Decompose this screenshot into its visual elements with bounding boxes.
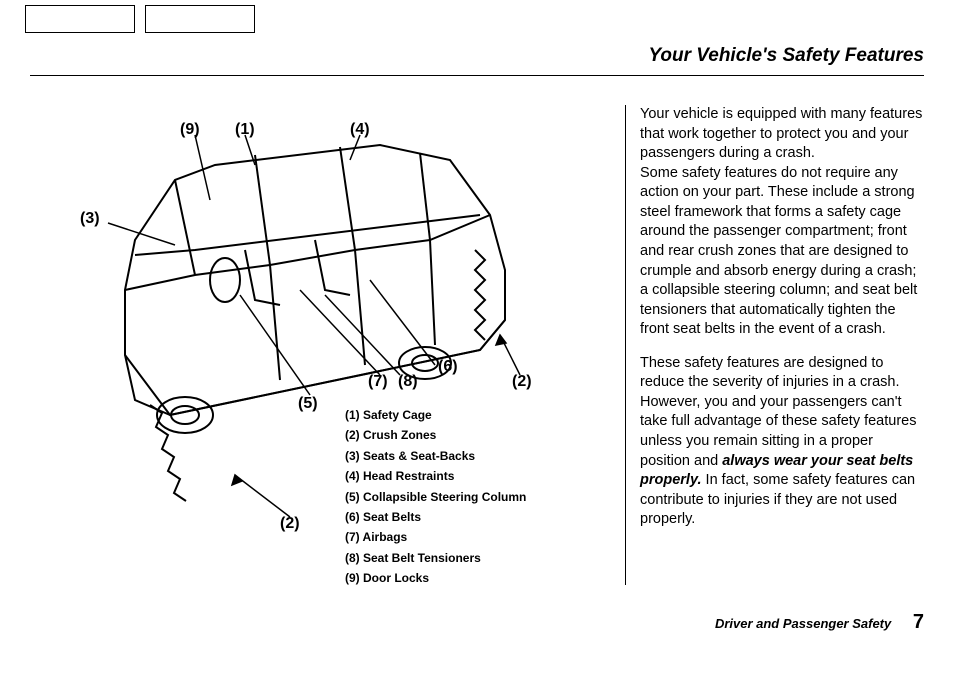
legend-item-4: (4) Head Restraints bbox=[345, 466, 526, 486]
title-rule bbox=[30, 75, 924, 76]
vehicle-diagram: (9) (1) (4) (3) (5) (7) (8) (6) (2) (2) … bbox=[80, 105, 600, 585]
page-title: Your Vehicle's Safety Features bbox=[648, 45, 924, 67]
callout-7: (7) bbox=[368, 373, 388, 391]
callout-3: (3) bbox=[80, 210, 100, 228]
diagram-legend: (1) Safety Cage (2) Crush Zones (3) Seat… bbox=[345, 405, 526, 589]
callout-2a: (2) bbox=[512, 373, 532, 391]
callout-5: (5) bbox=[298, 395, 318, 413]
top-button-row bbox=[25, 5, 255, 33]
paragraph-1: Your vehicle is equipped with many featu… bbox=[640, 105, 925, 340]
legend-item-6: (6) Seat Belts bbox=[345, 507, 526, 527]
legend-item-2: (2) Crush Zones bbox=[345, 425, 526, 445]
callout-6: (6) bbox=[438, 358, 458, 376]
callout-1: (1) bbox=[235, 121, 255, 139]
legend-item-9: (9) Door Locks bbox=[345, 568, 526, 588]
paragraph-2: These safety features are designed to re… bbox=[640, 354, 925, 530]
footer-page-number: 7 bbox=[913, 611, 924, 633]
body-text-column: Your vehicle is equipped with many featu… bbox=[625, 105, 925, 585]
footer-section: Driver and Passenger Safety bbox=[715, 616, 891, 631]
nav-box-1[interactable] bbox=[25, 5, 135, 33]
legend-item-3: (3) Seats & Seat-Backs bbox=[345, 446, 526, 466]
legend-item-7: (7) Airbags bbox=[345, 527, 526, 547]
legend-item-1: (1) Safety Cage bbox=[345, 405, 526, 425]
nav-box-2[interactable] bbox=[145, 5, 255, 33]
callout-8: (8) bbox=[398, 373, 418, 391]
callout-2b: (2) bbox=[280, 515, 300, 533]
callout-4: (4) bbox=[350, 121, 370, 139]
legend-item-8: (8) Seat Belt Tensioners bbox=[345, 548, 526, 568]
legend-item-5: (5) Collapsible Steering Column bbox=[345, 487, 526, 507]
page-footer: Driver and Passenger Safety 7 bbox=[715, 611, 924, 634]
callout-9: (9) bbox=[180, 121, 200, 139]
